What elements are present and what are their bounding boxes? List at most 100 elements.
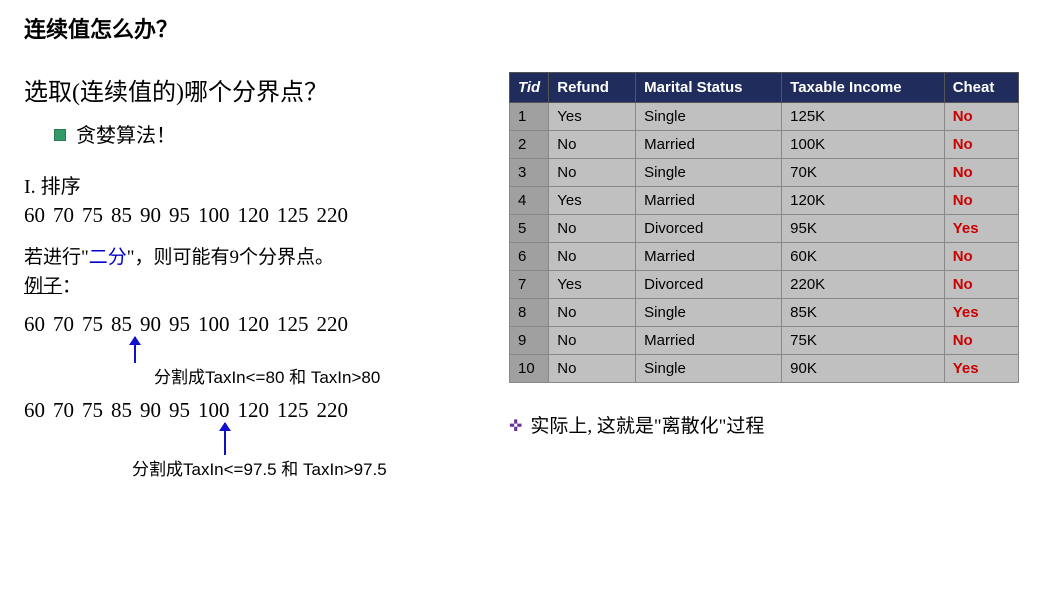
sorted-value: 120 — [238, 312, 270, 336]
cell-income: 60K — [782, 243, 945, 271]
cell-marital: Married — [636, 187, 782, 215]
sorted-value: 125 — [277, 398, 309, 422]
table-row: 9NoMarried75KNo — [510, 327, 1019, 355]
cell-tid: 4 — [510, 187, 549, 215]
table-header-row: Tid Refund Marital Status Taxable Income… — [510, 73, 1019, 103]
cell-cheat: No — [944, 131, 1018, 159]
cell-refund: No — [549, 243, 636, 271]
sorted-value: 60 — [24, 312, 45, 336]
cell-refund: Yes — [549, 271, 636, 299]
sorted-value: 75 — [82, 398, 103, 422]
sorted-value: 120 — [238, 398, 270, 422]
square-bullet-icon — [54, 129, 66, 141]
split1-label: 分割成TaxIn<=80 和 TaxIn>80 — [24, 363, 489, 388]
table-row: 8NoSingle85KYes — [510, 299, 1019, 327]
table-row: 6NoMarried60KNo — [510, 243, 1019, 271]
cell-marital: Married — [636, 243, 782, 271]
sorted-value: 100 — [198, 203, 230, 227]
cell-income: 120K — [782, 187, 945, 215]
explain-blue: 二分 — [89, 247, 127, 268]
sorted-value: 120 — [238, 203, 270, 227]
th-refund: Refund — [549, 73, 636, 103]
example-colon: ： — [62, 276, 81, 297]
cell-refund: No — [549, 299, 636, 327]
cell-refund: No — [549, 215, 636, 243]
th-tid: Tid — [510, 73, 549, 103]
sorted-value: 95 — [169, 398, 190, 422]
sorted-value: 125 — [277, 203, 309, 227]
table-row: 10NoSingle90KYes — [510, 355, 1019, 383]
target-bullet-icon: ✜ — [509, 416, 522, 436]
table-row: 2NoMarried100KNo — [510, 131, 1019, 159]
cell-marital: Single — [636, 299, 782, 327]
th-cheat: Cheat — [944, 73, 1018, 103]
example-line: 例子： — [24, 271, 489, 298]
footnote-line: ✜ 实际上, 这就是"离散化"过程 — [509, 411, 1019, 438]
cell-refund: No — [549, 159, 636, 187]
cell-refund: No — [549, 131, 636, 159]
cell-tid: 1 — [510, 103, 549, 131]
table-row: 7YesDivorced220KNo — [510, 271, 1019, 299]
table-row: 4YesMarried120KNo — [510, 187, 1019, 215]
table-row: 1YesSingle125KNo — [510, 103, 1019, 131]
cell-cheat: Yes — [944, 299, 1018, 327]
cell-marital: Single — [636, 103, 782, 131]
cell-income: 220K — [782, 271, 945, 299]
cell-tid: 3 — [510, 159, 549, 187]
footnote-text: 实际上, 这就是"离散化"过程 — [530, 416, 764, 437]
cell-tid: 9 — [510, 327, 549, 355]
step1-label: I. 排序 — [24, 170, 489, 199]
th-income: Taxable Income — [782, 73, 945, 103]
cell-marital: Single — [636, 355, 782, 383]
cell-income: 85K — [782, 299, 945, 327]
cell-cheat: Yes — [944, 355, 1018, 383]
sorted-value: 220 — [317, 312, 349, 336]
example2-values-row: 607075859095100120125220 — [24, 398, 489, 423]
arrow1-block — [24, 337, 489, 363]
sorted-value: 60 — [24, 203, 45, 227]
cell-cheat: No — [944, 159, 1018, 187]
cell-cheat: No — [944, 103, 1018, 131]
cell-income: 95K — [782, 215, 945, 243]
explain-line: 若进行"二分"，则可能有9个分界点。 — [24, 242, 489, 269]
arrow-up-icon — [224, 423, 226, 455]
cell-refund: Yes — [549, 103, 636, 131]
cell-cheat: No — [944, 243, 1018, 271]
cell-marital: Married — [636, 131, 782, 159]
cell-marital: Married — [636, 327, 782, 355]
sorted-value: 85 — [111, 398, 132, 422]
sorted-value: 90 — [140, 398, 161, 422]
cell-refund: No — [549, 327, 636, 355]
th-marital: Marital Status — [636, 73, 782, 103]
sorted-value: 85 — [111, 203, 132, 227]
left-column: 选取(连续值的)哪个分界点？ 贪婪算法！ I. 排序 60 70 75 85 90 95 1… — [24, 72, 499, 490]
example1-values-row: 607075859095100120125220 — [24, 312, 489, 337]
cell-tid: 10 — [510, 355, 549, 383]
table-row: 3NoSingle70KNo — [510, 159, 1019, 187]
sorted-value: 100 — [198, 312, 230, 336]
arrow2-block — [24, 423, 489, 455]
sorted-value: 220 — [317, 203, 349, 227]
sorted-value: 85 — [111, 312, 132, 336]
split-question: 选取(连续值的)哪个分界点？ — [24, 72, 489, 107]
cell-marital: Single — [636, 159, 782, 187]
example-label: 例子 — [24, 276, 62, 297]
sorted-value: 95 — [169, 203, 190, 227]
sorted-value: 70 — [53, 398, 74, 422]
cell-refund: No — [549, 355, 636, 383]
sorted-value: 90 — [140, 203, 161, 227]
split2-label: 分割成TaxIn<=97.5 和 TaxIn>97.5 — [24, 455, 489, 480]
greedy-text: 贪婪算法！ — [76, 125, 176, 147]
cell-tid: 5 — [510, 215, 549, 243]
cell-income: 100K — [782, 131, 945, 159]
cell-income: 90K — [782, 355, 945, 383]
cell-cheat: No — [944, 271, 1018, 299]
cell-marital: Divorced — [636, 215, 782, 243]
cell-income: 75K — [782, 327, 945, 355]
sorted-value: 75 — [82, 312, 103, 336]
cell-cheat: Yes — [944, 215, 1018, 243]
cell-tid: 2 — [510, 131, 549, 159]
sorted-value: 90 — [140, 312, 161, 336]
cell-income: 70K — [782, 159, 945, 187]
table-row: 5NoDivorced95KYes — [510, 215, 1019, 243]
